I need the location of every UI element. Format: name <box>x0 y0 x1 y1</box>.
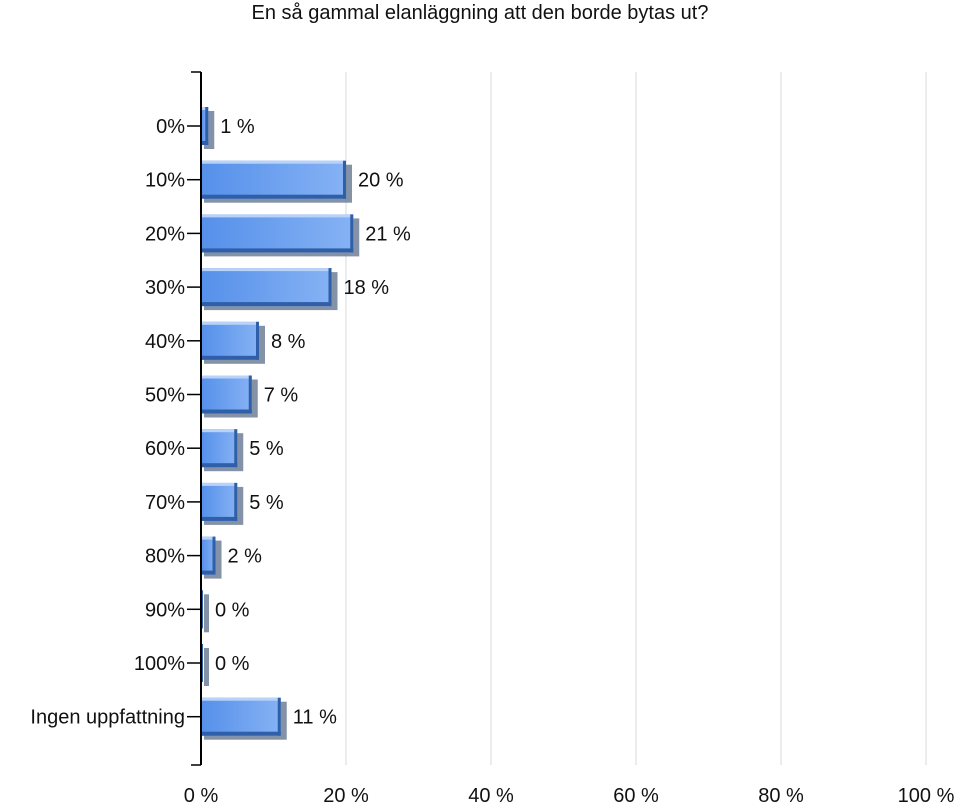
bar-shadow <box>204 111 215 149</box>
bar-shadow <box>204 594 209 633</box>
bar-bottom-edge <box>201 463 238 468</box>
bar-highlight <box>201 697 281 701</box>
data-label: 8 % <box>271 331 306 353</box>
data-label: 18 % <box>344 277 390 299</box>
bar-bottom-edge <box>201 516 238 521</box>
bar-right-edge <box>343 160 346 199</box>
data-label: 2 % <box>228 546 263 568</box>
x-tick-label: 80 % <box>758 785 804 807</box>
data-label: 7 % <box>264 385 299 407</box>
bar <box>201 268 332 307</box>
bar-bottom-edge <box>201 194 346 199</box>
chart-title: En så gammal elanläggning att den borde … <box>251 2 709 24</box>
bar-bottom-edge <box>201 409 252 414</box>
y-tick-label: 90% <box>145 599 185 621</box>
bar-bottom-edge <box>201 355 259 360</box>
bar-right-edge <box>234 429 238 468</box>
bar-bottom-edge <box>201 731 281 736</box>
bar-right-edge <box>205 107 209 145</box>
bar-highlight <box>201 160 346 164</box>
bar-highlight <box>201 429 238 433</box>
bar-highlight <box>201 536 216 540</box>
y-tick-label: Ingen uppfattning <box>30 707 185 729</box>
y-tick-label: 100% <box>134 653 185 675</box>
data-label: 1 % <box>220 116 255 138</box>
x-tick-label: 60 % <box>613 785 659 807</box>
y-tick-label: 60% <box>145 438 185 460</box>
data-label: 20 % <box>358 170 404 192</box>
data-label: 5 % <box>249 492 284 514</box>
data-label: 5 % <box>249 438 284 460</box>
bar-right-edge <box>248 375 252 414</box>
y-tick-label: 40% <box>145 331 185 353</box>
bar-highlight <box>201 321 259 325</box>
bar-bottom-edge <box>201 570 216 575</box>
bar-highlight <box>201 375 252 379</box>
bar <box>201 160 346 199</box>
bar-right-edge <box>350 214 354 253</box>
y-tick-label: 20% <box>145 223 185 245</box>
bar-highlight <box>201 214 354 218</box>
bar-highlight <box>201 482 238 486</box>
bar-right-edge <box>256 321 259 360</box>
bar <box>201 482 238 521</box>
bar-shadow <box>204 648 209 686</box>
x-tick-label: 100 % <box>898 785 955 807</box>
bar-right-edge <box>277 697 281 736</box>
bar <box>201 321 259 360</box>
y-tick-label: 70% <box>145 492 185 514</box>
x-tick-label: 40 % <box>468 785 514 807</box>
bar-bottom-edge <box>201 302 332 307</box>
bar <box>201 536 216 575</box>
bar-right-edge <box>234 482 238 521</box>
bar-right-edge <box>328 268 332 307</box>
y-tick-label: 0% <box>156 116 185 138</box>
bar <box>201 429 238 468</box>
y-tick-label: 80% <box>145 546 185 568</box>
data-label: 11 % <box>293 707 337 729</box>
data-label: 0 % <box>215 599 250 621</box>
data-label: 21 % <box>365 223 411 245</box>
bar-highlight <box>201 107 209 110</box>
y-tick-label: 50% <box>145 385 185 407</box>
bar <box>201 214 354 253</box>
bar <box>201 697 281 736</box>
bar-right-edge <box>212 536 216 575</box>
bar-bottom-edge <box>201 248 354 253</box>
bar-highlight <box>201 268 332 272</box>
bar <box>201 107 209 145</box>
data-label: 0 % <box>215 653 250 675</box>
x-tick-label: 20 % <box>323 785 369 807</box>
y-tick-label: 10% <box>145 170 185 192</box>
bar-bottom-edge <box>201 141 209 145</box>
y-tick-label: 30% <box>145 277 185 299</box>
bar <box>201 375 252 414</box>
x-tick-label: 0 % <box>184 785 219 807</box>
